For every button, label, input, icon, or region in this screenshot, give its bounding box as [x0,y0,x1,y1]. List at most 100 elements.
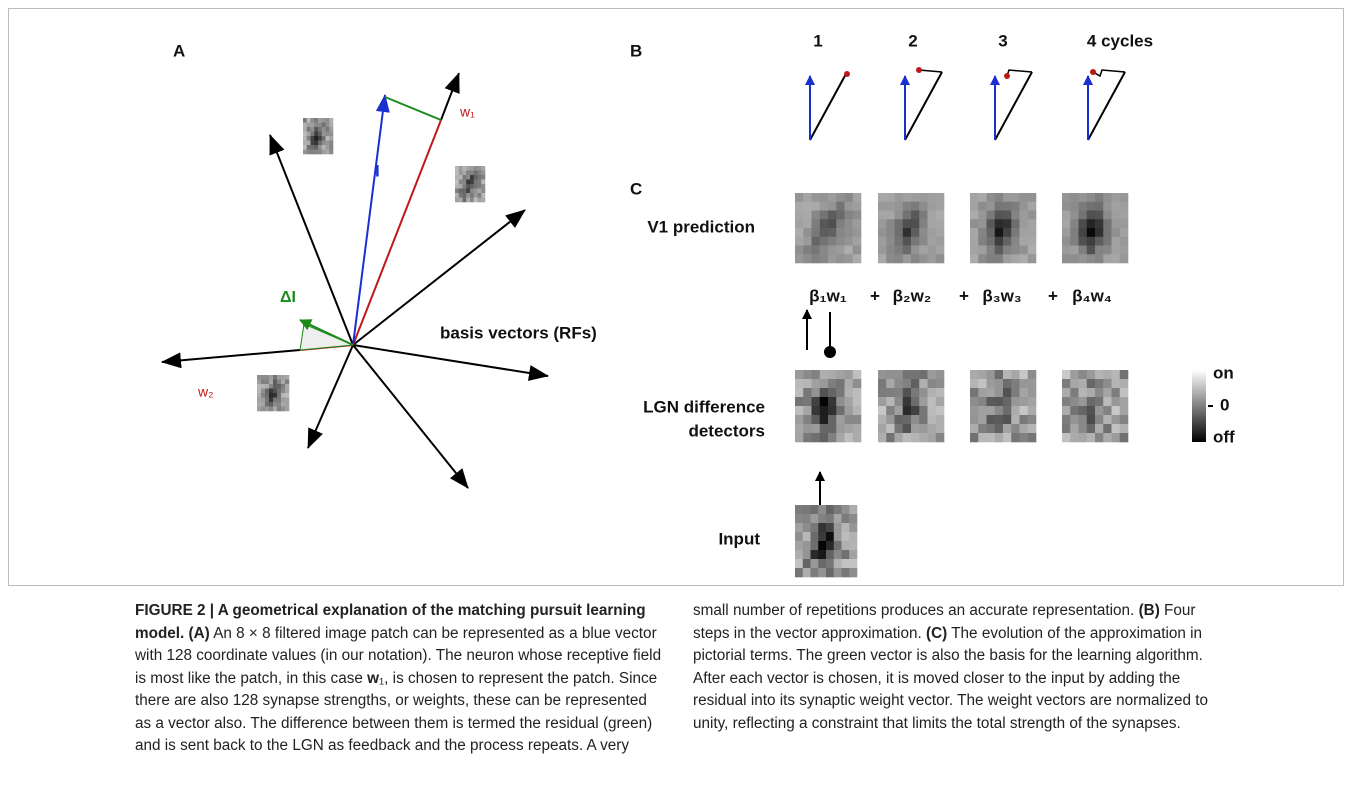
pixel [1020,202,1029,211]
pixel [836,228,845,237]
pixel [329,123,333,128]
pixel [1079,424,1088,433]
pixel [281,398,285,403]
pixel [466,184,470,189]
pixel [1028,254,1037,263]
pixel [811,514,819,523]
pixel [919,211,928,220]
pixel [1087,237,1096,246]
pixel [1062,433,1071,442]
pixel [265,384,269,389]
pixel [1087,433,1096,442]
pixel [478,189,482,194]
pixel [987,415,996,424]
pixel [853,202,862,211]
pixel [265,402,269,407]
pixel [878,424,887,433]
pixel [314,145,318,150]
pixel [820,406,829,415]
pixel [285,380,289,385]
pixel [1003,193,1012,202]
pixel [895,211,904,220]
pixel [836,424,845,433]
residual-triangle [300,324,353,350]
pixel [911,193,920,202]
pixel [269,384,273,389]
pixel [845,211,854,220]
pixel [466,189,470,194]
pixel [455,180,459,185]
pixel [1011,202,1020,211]
pixel [987,211,996,220]
image-patches [257,118,1128,577]
pixel [455,184,459,189]
pixel [845,228,854,237]
pixel [919,379,928,388]
pixel [803,193,812,202]
colorbar-label: off [1213,427,1235,446]
pixel [1103,406,1112,415]
pixel [314,127,318,132]
pixel [811,505,819,514]
pixel [322,145,326,150]
pixel [836,254,845,263]
pixel [834,559,842,568]
pixel [849,532,857,541]
pixel [1011,379,1020,388]
pixel [329,141,333,146]
pixel [1087,246,1096,255]
pixel [828,237,837,246]
pixel [995,237,1004,246]
pixel [463,166,467,171]
pixel [978,193,987,202]
pixel [987,228,996,237]
pixel [987,246,996,255]
pixel [826,550,834,559]
pixel [936,211,945,220]
pixel [1011,424,1020,433]
pixel [1120,415,1129,424]
pixel [1079,406,1088,415]
pixel [1003,406,1012,415]
pixel [895,246,904,255]
pixel [466,180,470,185]
pixel [936,254,945,263]
pixel [886,397,895,406]
pixel [845,237,854,246]
pixel [478,193,482,198]
pixel [1003,397,1012,406]
pixel [849,559,857,568]
pixel [919,424,928,433]
pixel [481,193,485,198]
pixel [911,406,920,415]
pixel [936,424,945,433]
pixel [463,171,467,176]
pixel [911,415,920,424]
pixel [928,388,937,397]
pixel [828,211,837,220]
basis-label: basis vectors (RFs) [440,323,597,342]
pixel [878,193,887,202]
pixel [803,550,811,559]
pixel [277,375,281,380]
pixel [820,254,829,263]
pixel [811,568,819,577]
pixel [911,246,920,255]
pixel [1028,202,1037,211]
pixel [303,118,307,123]
pixel [1003,433,1012,442]
pixel [285,398,289,403]
pixel [474,171,478,176]
pixel [919,433,928,442]
caption: FIGURE 2 | A geometrical explanation of … [135,600,1221,758]
pixel [1062,406,1071,415]
pixel [481,171,485,176]
pixel [1079,237,1088,246]
pixel [303,145,307,150]
pixel [895,415,904,424]
pixel [1020,254,1029,263]
pixel [459,198,463,203]
pixel [995,379,1004,388]
pixel [845,379,854,388]
pixel [820,415,829,424]
